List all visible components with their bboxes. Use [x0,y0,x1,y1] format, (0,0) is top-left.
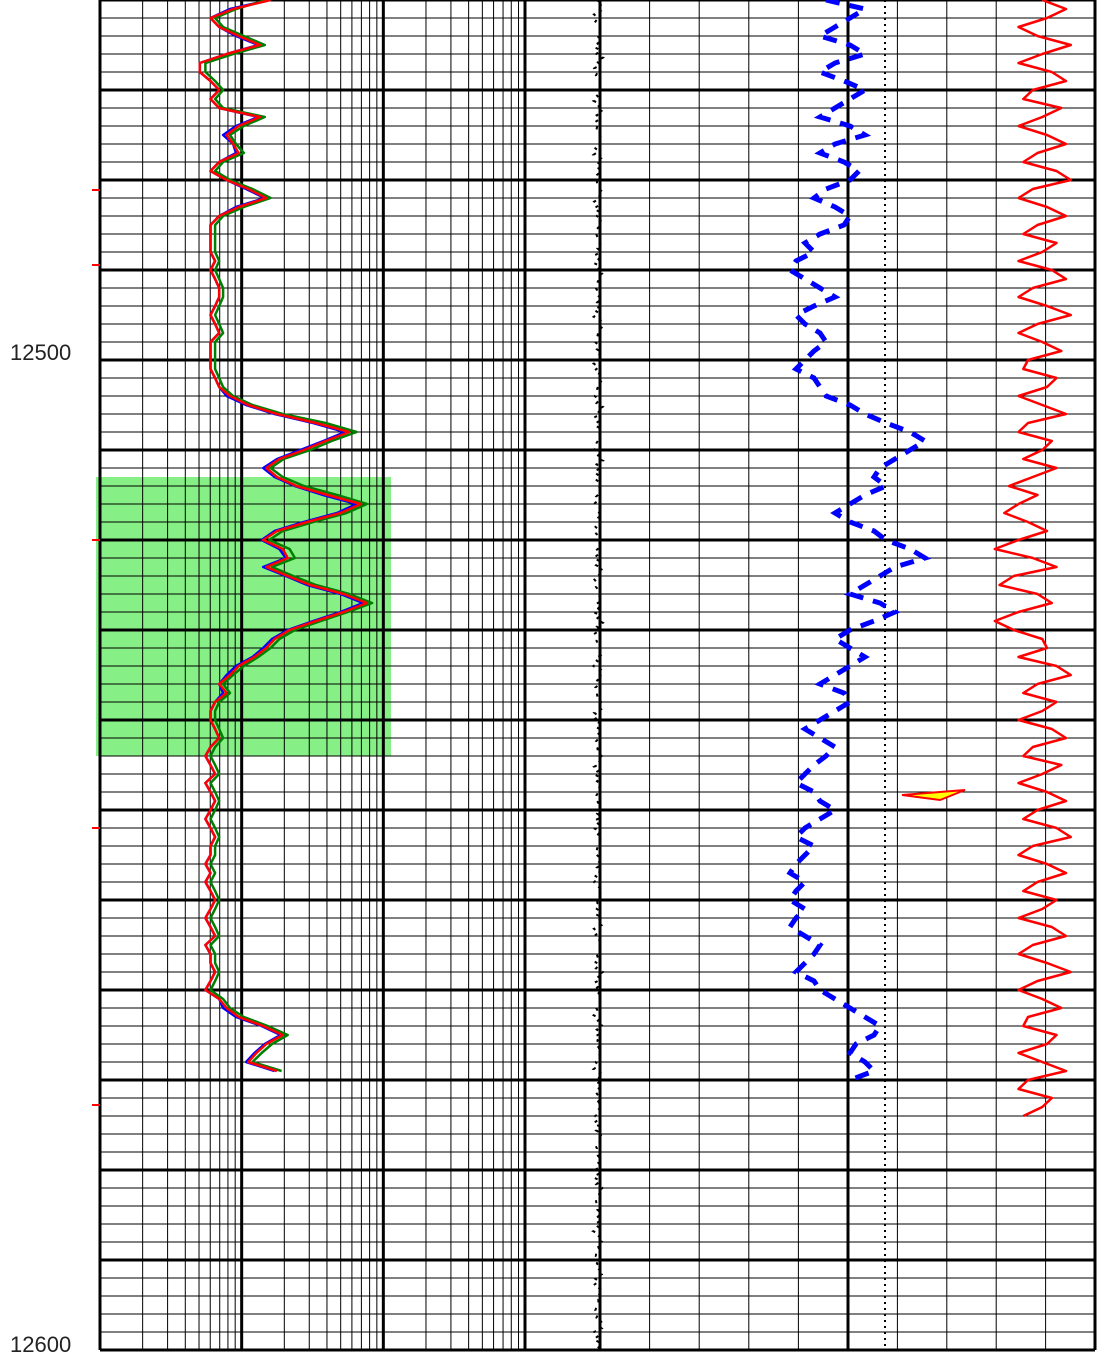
track1-curve-red [198,0,369,1073]
track-3-layer [786,0,1073,1350]
shaded-interval [96,477,391,756]
depth-axis: 12500 12600 [10,340,71,1357]
depth-label-12600: 12600 [10,1332,71,1357]
track3-red-curve [993,0,1073,1118]
track2-curve [591,0,606,1351]
depth-label-12500: 12500 [10,340,71,365]
crossover-highlight [901,789,966,802]
grid-layer [92,0,1097,1352]
track-1-layer [198,0,374,1073]
track3-blue-curve [786,0,932,1083]
track1-curve-green [204,0,374,1073]
shading-layer [96,477,391,756]
track-2-layer [591,0,606,1351]
